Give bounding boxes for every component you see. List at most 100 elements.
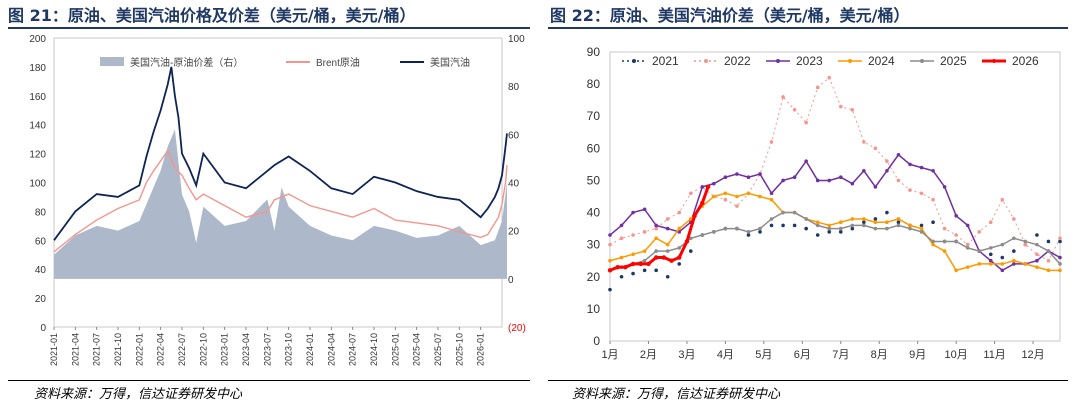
series-2021-point	[919, 223, 924, 228]
x-axis-tick-label: 2023-04	[241, 333, 251, 366]
series-2022-point	[977, 230, 982, 234]
y-axis-tick-label: 50	[587, 173, 601, 187]
series-2022-point	[1058, 236, 1062, 241]
series-2023-point	[827, 178, 832, 183]
series-2021-point	[654, 268, 658, 273]
series-2022-point	[815, 85, 820, 90]
series-2022-point	[954, 233, 958, 237]
x-axis-tick-label: 12月	[1021, 349, 1044, 361]
series-2025-point	[758, 226, 762, 231]
series-2023-point	[873, 185, 878, 189]
y-axis-tick-label: 70	[587, 109, 601, 123]
x-axis-tick-label: 2024-10	[369, 333, 379, 366]
series-2025-point	[862, 223, 866, 228]
fig21-title: 图 21：原油、美国汽油价格及价差（美元/桶，美元/桶）	[8, 6, 416, 25]
left-axis-tick-label: 140	[29, 121, 46, 132]
legend-marker	[920, 59, 924, 63]
series-2022-point	[723, 197, 728, 202]
series-2023-point	[1058, 255, 1062, 260]
series-2022-point	[919, 191, 924, 196]
series-2025-point	[1035, 242, 1039, 247]
brent-line	[53, 149, 508, 253]
series-2024-point	[850, 217, 855, 221]
series-2025-point	[931, 239, 935, 244]
series-2023-point	[885, 169, 889, 173]
series-2022-point	[631, 233, 635, 237]
series-2022-point	[1000, 197, 1005, 202]
right-axis-tick-label: (20)	[508, 323, 526, 334]
x-axis-tick-label: 1月	[601, 349, 618, 361]
legend-label: 2023	[796, 54, 823, 68]
fig22-chart: 0 10 20 30 40 50 60 70 80 90 1月 2月 3月 4月 5月 6月 7月 8月 9月 10月…	[587, 45, 1062, 361]
left-axis-tick-label: 40	[35, 265, 47, 276]
fig22-title-rule	[548, 27, 1068, 29]
series-2022-point	[735, 204, 739, 208]
series-2021-point	[815, 233, 820, 237]
series-2024-point	[862, 217, 866, 221]
series-2023-point	[712, 181, 716, 186]
series-2021-point	[1046, 239, 1051, 244]
y-axis-tick-label: 80	[587, 77, 601, 91]
x-axis-tick-label: 2022-01	[134, 333, 144, 366]
series-2025-point	[781, 210, 785, 215]
x-axis-tick-label: 2026-01	[476, 333, 486, 366]
legend-label: 2024	[868, 54, 895, 68]
series-2022-point	[642, 230, 647, 234]
series-2023-point	[1012, 262, 1016, 266]
series-2021-point	[608, 287, 612, 292]
x-axis-tick-label: 2022-04	[156, 333, 166, 366]
left-axis-tick-label: 160	[29, 92, 46, 103]
series-2024-point	[838, 220, 843, 224]
x-axis-tick-label: 2024-04	[326, 333, 336, 366]
series-2026-point	[700, 200, 705, 206]
series-2024-point	[977, 262, 982, 266]
series-2021-point	[688, 249, 693, 253]
x-axis-tick-label: 2021-10	[113, 333, 123, 366]
series-2024-point	[908, 223, 912, 228]
x-axis-tick-label: 2022-10	[198, 333, 208, 366]
legend-marker	[848, 59, 852, 63]
series-2022-point	[792, 108, 797, 112]
right-axis-tick-label: 20	[508, 227, 520, 238]
series-2021-point	[1000, 255, 1005, 260]
legend-label: 2026	[1012, 54, 1039, 68]
series-2024-point	[896, 217, 901, 221]
left-axis-tick-label: 120	[29, 150, 46, 161]
series-2025-point	[642, 258, 647, 263]
series-2023-point	[631, 210, 635, 215]
legend-label: Brent原油	[316, 56, 360, 69]
series-2024-point	[1035, 265, 1039, 269]
series-2024-point	[988, 262, 993, 266]
series-2022-point	[942, 226, 947, 231]
series-2025-point	[700, 233, 705, 237]
y-axis-tick-label: 60	[587, 141, 601, 155]
series-2022-point	[965, 242, 970, 247]
series-2021-point	[873, 217, 878, 221]
y-axis-tick-label: 30	[587, 238, 601, 252]
x-axis-tick-label: 9月	[909, 349, 926, 361]
series-2023-point	[642, 207, 647, 212]
series-2023-point	[919, 165, 924, 170]
series-2025-point	[954, 239, 958, 244]
series-2025-point	[1012, 236, 1016, 241]
y-axis-tick-label: 40	[587, 206, 601, 220]
series-2024-point	[954, 268, 958, 273]
x-axis-tick-label: 7月	[832, 349, 849, 361]
left-axis-tick-label: 180	[29, 63, 46, 74]
series-2025-point	[988, 246, 993, 250]
series-2023-point	[862, 169, 866, 173]
series-2023-point	[804, 159, 808, 163]
series-2022-point	[804, 120, 808, 125]
series-2022-point	[654, 226, 658, 231]
series-2021-point	[758, 230, 762, 234]
x-axis-tick-label: 6月	[794, 349, 811, 361]
series-2022-point	[931, 197, 935, 202]
x-axis-tick-label: 2月	[640, 349, 657, 361]
series-2021-point	[988, 252, 993, 257]
series-2024-point	[1058, 268, 1062, 273]
series-2023-point	[815, 178, 820, 183]
series-2025-point	[919, 230, 924, 234]
series-2022-point	[862, 140, 866, 144]
series-2025-point	[1023, 239, 1028, 244]
series-2026-point	[630, 261, 636, 267]
